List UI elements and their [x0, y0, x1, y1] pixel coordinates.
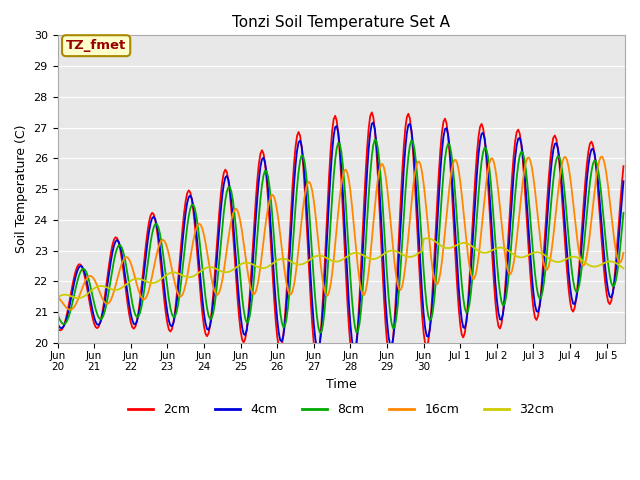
4cm — [611, 281, 618, 287]
32cm — [423, 236, 431, 241]
32cm — [620, 265, 627, 271]
2cm — [244, 312, 252, 318]
32cm — [127, 278, 134, 284]
8cm — [620, 210, 627, 216]
8cm — [344, 227, 351, 232]
16cm — [127, 260, 134, 266]
32cm — [611, 259, 618, 265]
16cm — [598, 154, 606, 159]
Line: 16cm: 16cm — [58, 156, 623, 310]
8cm — [472, 233, 479, 239]
Title: Tonzi Soil Temperature Set A: Tonzi Soil Temperature Set A — [232, 15, 451, 30]
32cm — [246, 260, 253, 266]
4cm — [54, 321, 61, 326]
4cm — [472, 192, 479, 198]
4cm — [125, 302, 133, 308]
8cm — [611, 283, 618, 288]
16cm — [344, 170, 351, 176]
16cm — [246, 281, 253, 287]
16cm — [620, 250, 627, 255]
4cm — [351, 347, 359, 352]
2cm — [125, 312, 133, 317]
16cm — [54, 294, 61, 300]
Line: 32cm: 32cm — [58, 239, 623, 298]
16cm — [611, 238, 618, 243]
8cm — [125, 282, 133, 288]
32cm — [54, 295, 61, 300]
Line: 8cm: 8cm — [58, 140, 623, 333]
8cm — [54, 312, 61, 317]
8cm — [316, 330, 324, 336]
2cm — [147, 213, 154, 218]
X-axis label: Time: Time — [326, 378, 356, 391]
2cm — [342, 269, 349, 275]
32cm — [75, 295, 83, 301]
2cm — [54, 325, 61, 331]
8cm — [147, 240, 154, 245]
2cm — [349, 357, 357, 363]
32cm — [344, 253, 351, 259]
2cm — [620, 163, 627, 169]
16cm — [148, 273, 156, 279]
32cm — [148, 280, 156, 286]
4cm — [342, 246, 349, 252]
4cm — [244, 317, 252, 323]
4cm — [147, 220, 154, 226]
Line: 2cm: 2cm — [58, 112, 623, 360]
4cm — [620, 179, 627, 184]
32cm — [472, 246, 479, 252]
16cm — [66, 307, 74, 312]
2cm — [611, 276, 618, 282]
2cm — [368, 109, 376, 115]
Y-axis label: Soil Temperature (C): Soil Temperature (C) — [15, 125, 28, 253]
Line: 4cm: 4cm — [58, 122, 623, 349]
16cm — [470, 276, 478, 282]
2cm — [472, 171, 479, 177]
8cm — [244, 319, 252, 324]
4cm — [369, 120, 377, 125]
Legend: 2cm, 4cm, 8cm, 16cm, 32cm: 2cm, 4cm, 8cm, 16cm, 32cm — [124, 398, 559, 421]
8cm — [371, 137, 379, 143]
Text: TZ_fmet: TZ_fmet — [66, 39, 126, 52]
